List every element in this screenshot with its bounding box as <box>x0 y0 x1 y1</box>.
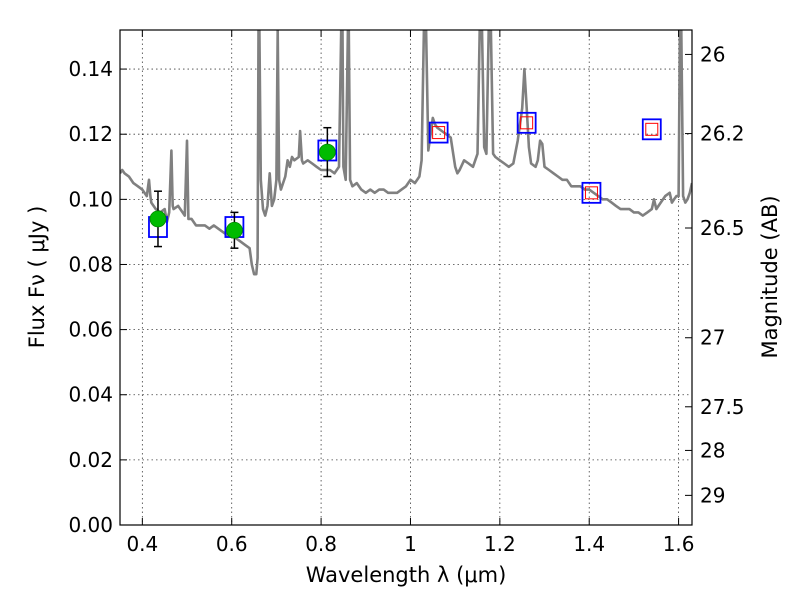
y-tick-label: 0.02 <box>68 448 113 472</box>
spectrum-layer <box>120 30 692 276</box>
y-tick-label: 0.08 <box>68 252 113 276</box>
model-flux-box <box>641 118 662 141</box>
y-tick-label: 0.06 <box>68 318 113 342</box>
y-tick-label: 0.04 <box>68 383 113 407</box>
y2-tick-label: 26 <box>700 42 725 66</box>
x-tick-label: 0.8 <box>305 532 337 556</box>
y-tick-label: 0.00 <box>68 513 113 537</box>
plot-frame <box>119 29 693 526</box>
x-tick-label: 0.4 <box>126 532 158 556</box>
x-tick-label: 1 <box>404 532 417 556</box>
spectrum-line <box>120 30 692 276</box>
model-flux-box <box>581 181 602 204</box>
x-tick-label: 1.4 <box>573 532 605 556</box>
y-tick-label: 0.10 <box>68 187 113 211</box>
y2-tick-label: 26.5 <box>700 216 745 240</box>
x-tick-label: 1.2 <box>484 532 516 556</box>
y2-tick-label: 29 <box>700 483 725 507</box>
model-flux-box <box>516 111 537 134</box>
tick-label-layer: 0.4 0.6 0.8 1 1.2 1.4 1.6 0.00 0.02 0.04 0.06 0.08 0… <box>68 42 744 556</box>
observed-point <box>225 221 243 239</box>
y2-tick-label: 27.5 <box>700 395 745 419</box>
tick-layer <box>120 30 692 526</box>
marker-layer <box>148 111 662 249</box>
upper-limit-box <box>584 186 598 200</box>
y2-tick-label: 26.2 <box>700 122 745 146</box>
upper-limit-box <box>432 126 446 140</box>
upper-limit-box <box>520 116 534 130</box>
y2-axis-title: Magnitude (AB) <box>758 195 782 358</box>
y2-tick-label: 28 <box>700 438 725 462</box>
y-tick-label: 0.12 <box>68 122 113 146</box>
y-tick-label: 0.14 <box>68 57 113 81</box>
observed-point <box>318 143 336 161</box>
x-axis-title: Wavelength λ (μm) <box>306 563 507 587</box>
x-tick-label: 0.6 <box>216 532 248 556</box>
upper-limit-box <box>645 122 659 136</box>
model-flux-box <box>428 121 449 144</box>
y-axis-title: Flux Fν ( μJy ) <box>25 206 49 349</box>
grid-lines <box>120 30 692 526</box>
x-tick-label: 1.6 <box>663 532 695 556</box>
y2-tick-label: 27 <box>700 326 725 350</box>
observed-point <box>149 210 167 228</box>
